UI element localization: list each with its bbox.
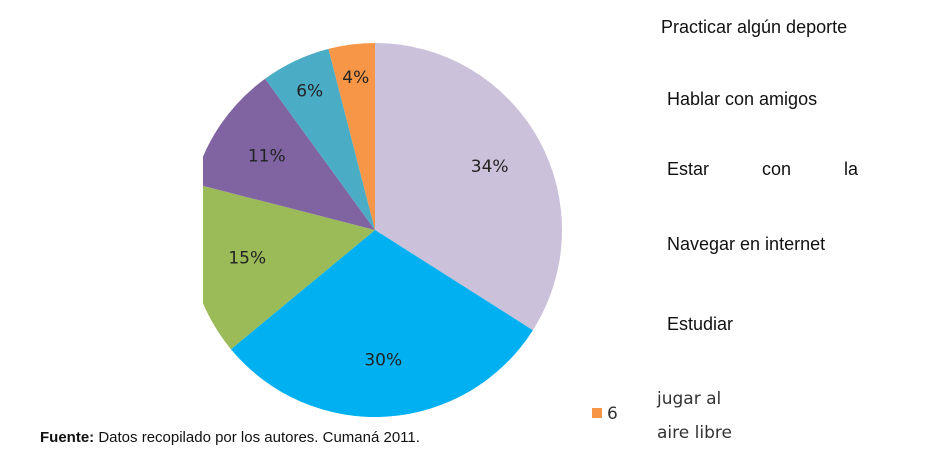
pie-slice	[265, 48, 375, 230]
data-label: 11%	[248, 146, 286, 166]
legend-label: Estudiar	[667, 314, 733, 334]
legend-text: jugar al	[656, 389, 721, 409]
legend-label: Practicar algún deporte	[661, 17, 847, 37]
data-label: 4%	[342, 68, 369, 88]
pie-slice	[230, 230, 533, 418]
source-text: Datos recopilado por los autores. Cumaná…	[98, 429, 420, 446]
data-label: 6%	[296, 81, 323, 101]
data-label: 15%	[228, 249, 266, 269]
pie-slice	[328, 43, 375, 230]
source-label: Fuente:	[40, 429, 94, 446]
legend-label: Navegar en internet	[667, 234, 825, 254]
data-label: 34%	[471, 157, 509, 177]
legend-label: Hablar con amigos	[667, 89, 817, 109]
pie-slice	[375, 43, 563, 331]
legend-number: 6	[607, 404, 618, 424]
data-label: 30%	[364, 351, 402, 371]
pie-slice	[203, 78, 375, 230]
legend-label: Estar con la	[667, 159, 859, 179]
pie-slice	[203, 185, 375, 350]
pie	[203, 43, 563, 418]
legend-text: aire libre	[657, 423, 732, 443]
legend-swatch	[592, 408, 602, 418]
source: Fuente: Datos recopilado por los autores…	[40, 429, 420, 446]
